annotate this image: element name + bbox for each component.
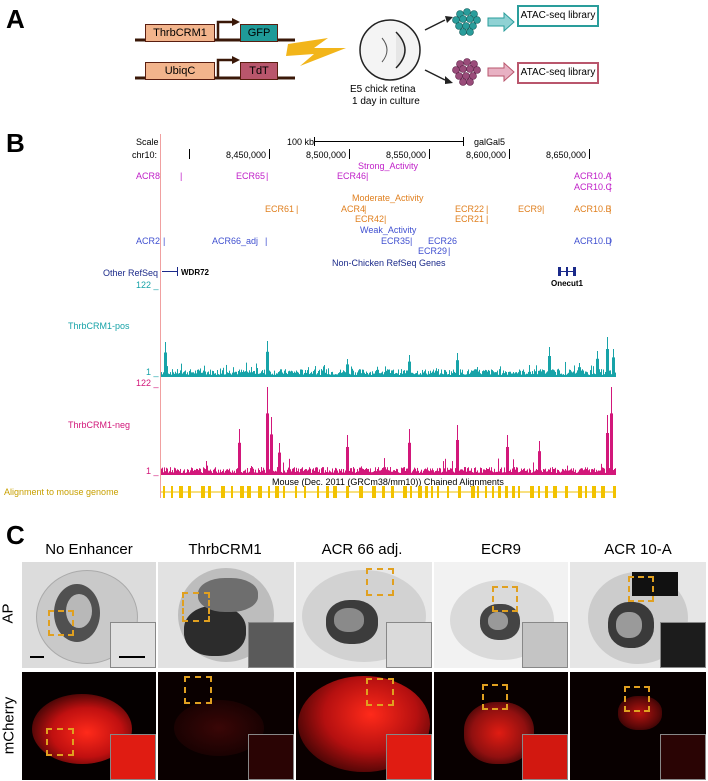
ap-image-thrbcrm1 <box>158 562 294 668</box>
scale-label: Scale <box>136 137 159 147</box>
align-label: Alignment to mouse genome <box>4 487 119 497</box>
weak-ecr29: ECR29 <box>418 246 448 256</box>
coord-3: 8,550,000 <box>386 150 427 160</box>
retina-caption-2: 1 day in culture <box>352 96 420 107</box>
mcherry-image-ecr9 <box>434 672 568 780</box>
moderate-ecr22: ECR22 <box>455 204 485 214</box>
thrbcrm1-box: ThrbCRM1 <box>145 24 215 42</box>
col-title-1: No Enhancer <box>45 541 133 558</box>
weak-ecr35: ECR35 <box>381 236 411 246</box>
pos-label: ThrbCRM1-pos <box>68 321 130 331</box>
construct-diagram <box>135 8 515 86</box>
strong-ecr46: ECR46 <box>337 171 367 181</box>
col-title-2: ThrbCRM1 <box>188 541 262 558</box>
atac-library-bottom: ATAC-seq library <box>517 62 599 84</box>
moderate-header: Moderate_Activity <box>352 193 424 203</box>
moderate-ecr42: ECR42 <box>355 214 385 224</box>
track-left-guide <box>160 134 161 498</box>
strong-header: Strong_Activity <box>358 161 419 171</box>
ap-image-ecr9 <box>434 562 568 668</box>
wdr72-gene-line <box>162 271 178 272</box>
row-label-ap: AP <box>0 603 17 624</box>
eye-globe-icon <box>359 19 421 81</box>
nonchicken-header: Non-Chicken RefSeq Genes <box>332 258 446 268</box>
strong-acr8: ACR8 <box>136 171 161 181</box>
moderate-ecr21: ECR21 <box>455 214 485 224</box>
chain-label: Mouse (Dec. 2011 (GRCm38/mm10)) Chained … <box>272 477 504 487</box>
teal-block-arrow-icon <box>487 11 515 33</box>
panel-a-letter: A <box>6 4 25 34</box>
ubiqc-box: UbiqC <box>145 62 215 80</box>
tdt-cell-cluster-icon <box>452 58 481 86</box>
col-title-5: ACR 10-A <box>604 541 672 558</box>
moderate-acr10b: ACR10.B <box>574 204 612 214</box>
coord-2: 8,500,000 <box>306 150 347 160</box>
scale-value: 100 kb <box>287 137 315 147</box>
weak-acr10d: ACR10.D <box>574 236 613 246</box>
weak-acr2: ACR2 <box>136 236 161 246</box>
mcherry-image-acr66adj <box>296 672 432 780</box>
col-title-3: ACR 66 adj. <box>321 541 403 558</box>
gene-wdr72: WDR72 <box>181 268 210 277</box>
neg-min: 1 _ <box>146 466 159 476</box>
neg-signal-track <box>161 387 616 475</box>
mcherry-image-thrbcrm1 <box>158 672 294 780</box>
strong-acr10a: ACR10.A <box>574 171 612 181</box>
strong-acr10c: ACR10.C <box>574 182 613 192</box>
electroporation-bolt-icon <box>286 38 346 66</box>
weak-ecr26: ECR26 <box>428 236 458 246</box>
strong-ecr65: ECR65 <box>236 171 266 181</box>
atac-library-top: ATAC-seq library <box>517 5 599 27</box>
mcherry-image-no-enhancer <box>22 672 156 780</box>
scale-bar <box>314 141 464 142</box>
alignment-track <box>161 486 616 498</box>
neg-max: 122 _ <box>136 378 159 388</box>
chrom-label: chr10: <box>132 150 158 160</box>
weak-header: Weak_Activity <box>360 225 417 235</box>
panel-b-letter: B <box>6 128 25 158</box>
ap-image-acr66adj <box>296 562 432 668</box>
ap-image-no-enhancer <box>22 562 156 668</box>
mcherry-image-acr10a <box>570 672 706 780</box>
gfp-cell-cluster-icon <box>452 8 481 36</box>
neg-label: ThrbCRM1-neg <box>68 420 131 430</box>
ap-image-acr10a <box>570 562 706 668</box>
promoter-arrow-2 <box>216 58 232 78</box>
other-refseq-label: Other RefSeq <box>103 268 159 278</box>
gene-onecut1: Onecut1 <box>551 279 584 288</box>
coord-5: 8,650,000 <box>546 150 587 160</box>
scale-bar-main <box>30 656 44 658</box>
panel-c-letter: C <box>6 520 25 550</box>
assembly-label: galGal5 <box>474 137 506 147</box>
tdt-box: TdT <box>240 62 278 80</box>
coord-1: 8,450,000 <box>226 150 267 160</box>
coord-4: 8,600,000 <box>466 150 507 160</box>
pos-min: 1 _ <box>146 367 159 377</box>
pos-signal-track <box>161 337 616 377</box>
moderate-ecr61: ECR61 <box>265 204 295 214</box>
weak-acr66adj: ACR66_adj <box>212 236 259 246</box>
col-title-4: ECR9 <box>480 541 521 558</box>
promoter-arrow-1 <box>216 20 232 40</box>
moderate-acr4: ACR4 <box>341 204 366 214</box>
gfp-box: GFP <box>240 24 278 42</box>
pink-block-arrow-icon <box>487 61 515 83</box>
pos-max: 122 _ <box>136 280 159 290</box>
row-label-mcherry: mCherry <box>0 696 18 755</box>
scale-bar-inset <box>119 656 145 658</box>
moderate-ecr9: ECR9 <box>518 204 543 214</box>
retina-caption-1: E5 chick retina <box>350 84 416 95</box>
